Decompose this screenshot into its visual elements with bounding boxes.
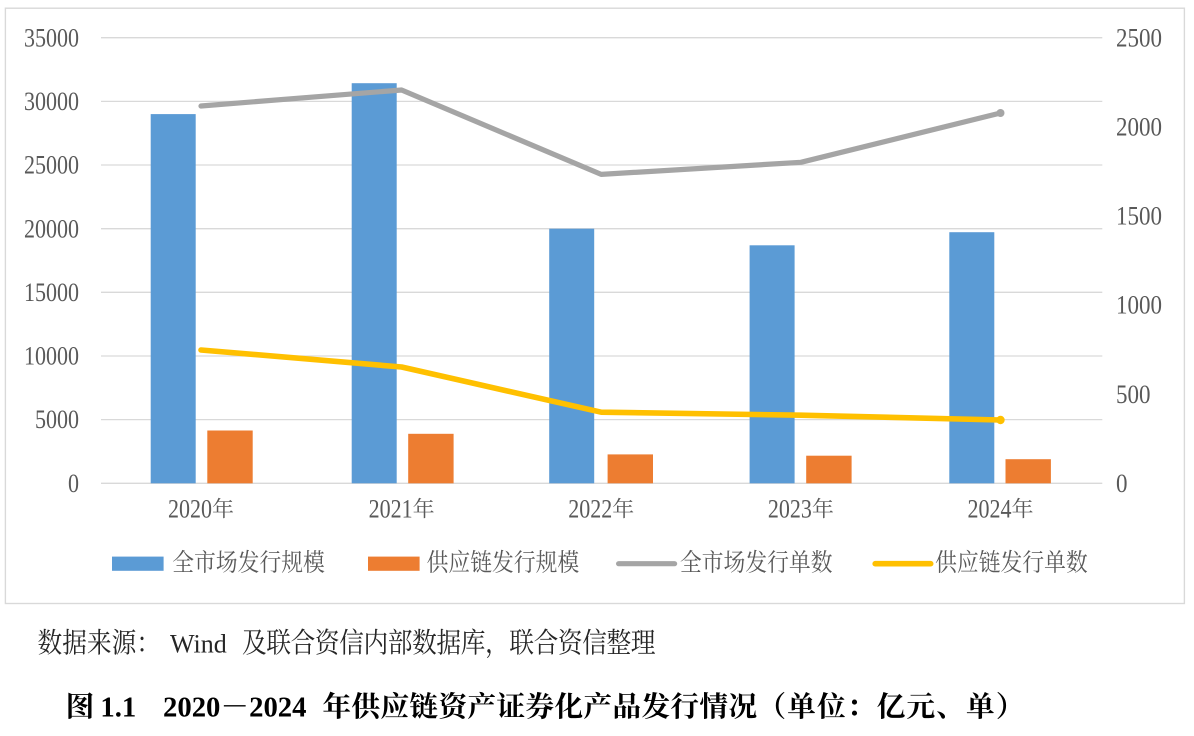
svg-text:1000: 1000 (1116, 291, 1162, 320)
svg-text:2021: 2021 (369, 495, 413, 524)
svg-text:2022: 2022 (568, 495, 612, 524)
svg-text:2024: 2024 (968, 495, 1012, 524)
svg-text:20000: 20000 (24, 214, 79, 243)
svg-text:25000: 25000 (24, 151, 79, 180)
svg-text:500: 500 (1116, 380, 1151, 409)
svg-text:0: 0 (68, 469, 79, 498)
svg-text:1500: 1500 (1116, 202, 1162, 231)
svg-text:10000: 10000 (24, 342, 79, 371)
svg-text:0: 0 (1116, 469, 1128, 498)
svg-text:30000: 30000 (24, 87, 79, 116)
svg-text:2020: 2020 (168, 495, 212, 524)
svg-text:15000: 15000 (24, 278, 79, 307)
svg-text:2500: 2500 (1116, 23, 1162, 52)
svg-text:5000: 5000 (35, 405, 79, 434)
svg-text:2000: 2000 (1116, 112, 1162, 141)
svg-text:1.1: 1.1 (100, 691, 136, 723)
svg-text:2023: 2023 (768, 495, 812, 524)
svg-text:35000: 35000 (24, 23, 79, 52)
svg-text:2024: 2024 (249, 691, 306, 723)
svg-text:2020: 2020 (163, 691, 220, 723)
svg-text:Wind: Wind (170, 630, 227, 659)
